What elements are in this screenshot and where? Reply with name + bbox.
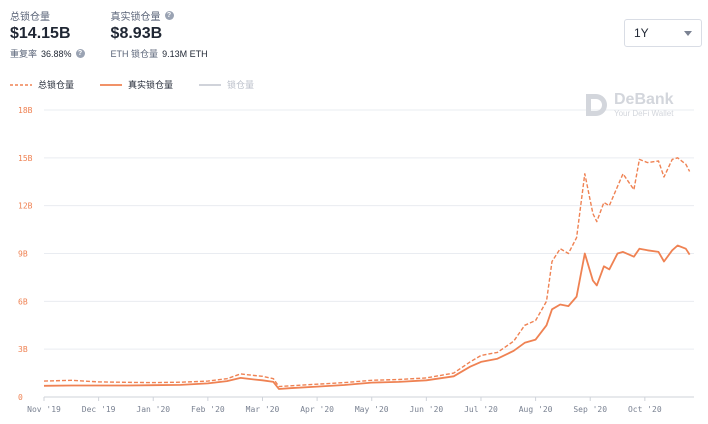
- chevron-down-icon: [684, 30, 692, 36]
- legend-item-real-tvl[interactable]: 真实锁仓量: [100, 78, 173, 91]
- watermark-name: DeBank: [614, 91, 674, 108]
- repeat-rate-value: 36.88%: [41, 48, 72, 59]
- solid-line-swatch-icon: [100, 83, 123, 86]
- y-tick-label: 12B: [18, 202, 33, 211]
- legend-label-eth-tvl: 锁仓量: [227, 80, 255, 90]
- repeat-rate-help-icon[interactable]: ?: [75, 49, 85, 58]
- real-tvl-help-icon[interactable]: ?: [164, 11, 174, 20]
- y-tick-label: 0: [18, 393, 23, 402]
- x-tick-label: May '20: [355, 405, 389, 414]
- dashed-line-swatch-icon: [10, 83, 32, 86]
- total-tvl-value: $14.15B: [10, 25, 71, 42]
- stats-panel: 总锁仓量 $14.15B 重复率 36.88% ? 真实锁仓量 ? $8.93B…: [10, 8, 208, 60]
- y-tick-label: 9B: [18, 250, 28, 259]
- series-line-real-tvl: [43, 244, 691, 390]
- x-tick-label: Apr '20: [300, 405, 334, 414]
- legend-label-real-tvl: 真实锁仓量: [128, 80, 174, 90]
- x-tick-label: Oct '20: [628, 405, 662, 414]
- y-tick-label: 15B: [18, 154, 33, 163]
- time-range-select[interactable]: 1Y: [624, 19, 702, 47]
- y-tick-label: 6B: [18, 297, 28, 306]
- total-tvl-label: 总锁仓量: [10, 12, 50, 23]
- disabled-line-swatch-icon: [199, 83, 222, 86]
- x-tick-label: Jun '20: [409, 405, 443, 414]
- x-tick-label: Jul '20: [464, 405, 498, 414]
- y-tick-label: 18B: [18, 106, 33, 115]
- x-tick-label: Mar '20: [246, 405, 280, 414]
- x-tick-label: Nov '19: [27, 405, 61, 414]
- legend-item-eth-tvl[interactable]: 锁仓量: [199, 78, 254, 91]
- x-tick-label: Dec '19: [82, 405, 116, 414]
- x-tick-label: Aug '20: [519, 405, 553, 414]
- y-tick-label: 3B: [18, 345, 28, 354]
- chart-legend: 总锁仓量 真实锁仓量 锁仓量: [10, 78, 254, 91]
- legend-item-total-tvl[interactable]: 总锁仓量: [10, 78, 74, 91]
- x-tick-label: Jan '20: [136, 405, 170, 414]
- watermark-tagline: Your DeFi Wallet: [614, 109, 674, 118]
- x-tick-label: Sep '20: [573, 405, 607, 414]
- real-tvl-label: 真实锁仓量: [110, 12, 161, 23]
- x-tick-label: Feb '20: [191, 405, 225, 414]
- total-tvl-stat: 总锁仓量 $14.15B 重复率 36.88% ?: [10, 8, 85, 60]
- debank-logo: DeBank Your DeFi Wallet: [584, 92, 674, 118]
- repeat-rate-label: 重复率: [10, 49, 38, 59]
- debank-logo-icon: [586, 94, 607, 116]
- eth-locked-value: 9.13M ETH: [162, 48, 208, 59]
- eth-locked-label: ETH 锁仓量: [110, 49, 159, 59]
- time-range-value: 1Y: [634, 26, 649, 40]
- legend-label-total-tvl: 总锁仓量: [38, 80, 75, 90]
- real-tvl-stat: 真实锁仓量 ? $8.93B ETH 锁仓量 9.13M ETH: [111, 8, 208, 60]
- series-line-total-tvl: [43, 157, 691, 388]
- real-tvl-value: $8.93B: [110, 25, 163, 42]
